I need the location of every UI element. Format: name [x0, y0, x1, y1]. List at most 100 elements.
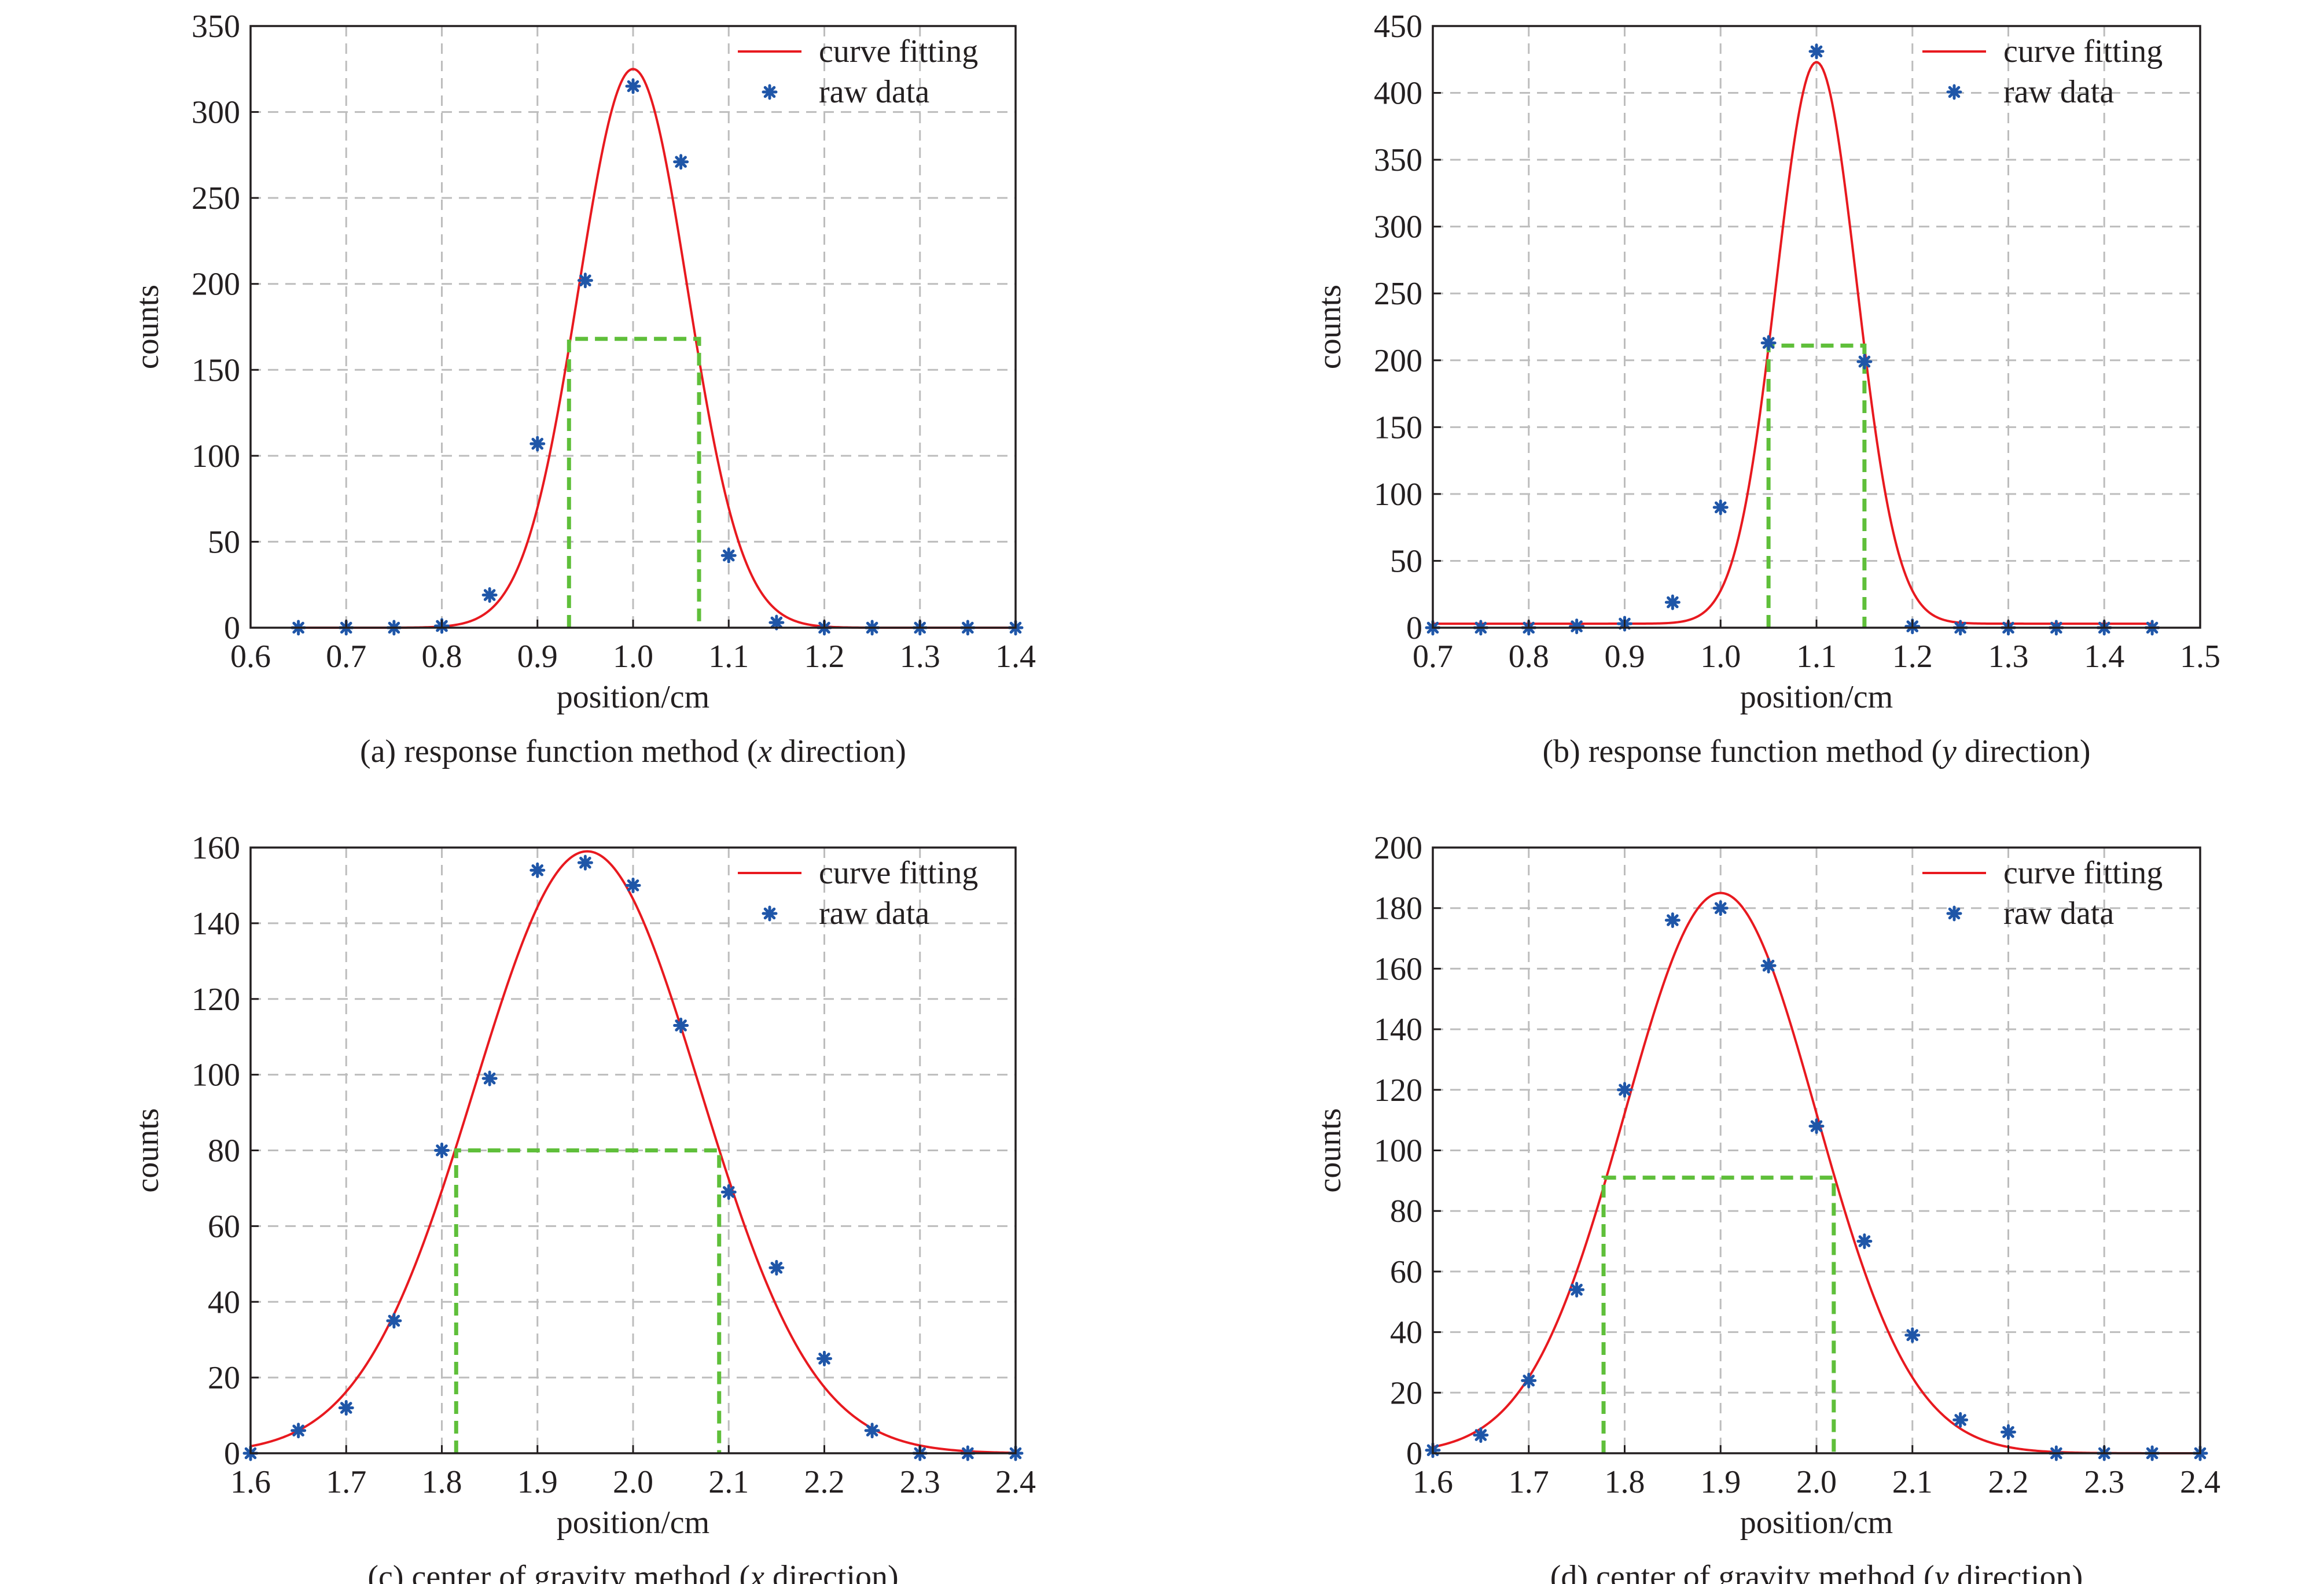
fit-curve [250, 850, 1016, 1454]
x-tick-label: 0.6 [230, 639, 271, 675]
caption-text: (c) center of gravity method ( [367, 1559, 750, 1584]
panel-caption: (c) center of gravity method (x directio… [367, 1559, 898, 1584]
y-tick-label: 20 [1390, 1375, 1422, 1411]
x-tick-label: 1.5 [2180, 639, 2220, 675]
raw-data-point [720, 1184, 737, 1200]
y-tick-label: 250 [192, 180, 240, 216]
y-tick-label: 250 [1374, 276, 1422, 312]
raw-data-point [1712, 499, 1729, 515]
y-tick-label: 200 [1374, 343, 1422, 379]
x-tick-label: 1.2 [1892, 639, 1933, 675]
legend-fit-label: curve fitting [819, 855, 978, 891]
y-tick-label: 160 [1374, 951, 1422, 987]
legend-fit-label: curve fitting [2003, 34, 2163, 69]
y-tick-label: 60 [208, 1209, 240, 1244]
x-tick-label: 2.2 [1988, 1464, 2029, 1500]
x-tick-label: 1.8 [1605, 1464, 1645, 1500]
x-tick-label: 2.1 [1892, 1464, 1933, 1500]
raw-data-point [1856, 1233, 1873, 1250]
y-tick-label: 40 [208, 1284, 240, 1320]
raw-data-point [1521, 1372, 1537, 1388]
y-tick-label: 450 [1374, 9, 1422, 45]
raw-data-point [290, 1423, 307, 1439]
caption-text-end: direction) [764, 1559, 899, 1584]
legend: curve fitting raw data [1922, 855, 2163, 931]
grid [1433, 26, 2200, 628]
raw-data-point [625, 78, 641, 94]
y-axis-label: counts [130, 1108, 166, 1192]
x-tick-label: 2.1 [708, 1464, 749, 1500]
raw-data-point [1664, 594, 1681, 610]
x-tick-label: 2.0 [613, 1464, 653, 1500]
y-tick-label: 200 [1374, 830, 1422, 866]
y-tick-label: 150 [192, 352, 240, 388]
y-tick-label: 40 [1390, 1315, 1422, 1351]
y-tick-label: 150 [1374, 410, 1422, 445]
legend-raw-label: raw data [819, 896, 929, 931]
fwhm-marker [567, 337, 701, 628]
y-tick-label: 200 [192, 267, 240, 303]
panel-caption: (b) response function method (y directio… [1542, 734, 2090, 769]
raw-data-point [386, 1313, 402, 1329]
y-tick-label: 140 [192, 906, 240, 942]
x-tick-label: 1.7 [326, 1464, 366, 1500]
legend-raw-label: raw data [2003, 896, 2114, 931]
raw-data-point [1856, 353, 1873, 370]
y-tick-label: 0 [1406, 1436, 1422, 1472]
x-tick-label: 1.3 [1988, 639, 2029, 675]
caption-text: (a) response function method ( [360, 734, 757, 769]
x-tick-label: 2.3 [2084, 1464, 2124, 1500]
raw-data-point [673, 154, 689, 170]
y-tick-label: 120 [1374, 1073, 1422, 1108]
y-tick-label: 350 [1374, 142, 1422, 178]
y-tick-label: 160 [192, 830, 240, 866]
x-tick-label: 2.4 [2180, 1464, 2220, 1500]
x-tick-label: 1.6 [1413, 1464, 1453, 1500]
x-tick-label: 0.7 [1413, 639, 1453, 675]
fit-curve [1433, 61, 2153, 625]
y-tick-label: 300 [1374, 209, 1422, 245]
caption-text-end: direction) [772, 734, 906, 769]
raw-data-point [529, 436, 546, 452]
x-tick-label: 1.7 [1509, 1464, 1549, 1500]
x-tick-label: 1.9 [1700, 1464, 1741, 1500]
y-tick-label: 50 [1390, 543, 1422, 579]
raw-data-point [1904, 1327, 1921, 1343]
raw-data-point [768, 1259, 785, 1276]
legend-fit-label: curve fitting [819, 34, 978, 69]
raw-data-point [338, 1399, 354, 1416]
fit-curve [298, 68, 1016, 629]
x-tick-label: 2.4 [995, 1464, 1036, 1500]
caption-variable: x [749, 1559, 764, 1584]
x-tick-label: 1.0 [613, 639, 653, 675]
x-tick-label: 0.9 [1605, 639, 1645, 675]
raw-data-point [1808, 43, 1825, 60]
legend: curve fitting raw data [738, 34, 978, 110]
raw-data-point [720, 547, 737, 563]
raw-data-point [864, 1423, 880, 1439]
fwhm-marker [1601, 1176, 1836, 1453]
y-tick-label: 400 [1374, 76, 1422, 112]
raw-data-point [1952, 1412, 1969, 1428]
x-axis-label: position/cm [1740, 679, 1893, 715]
x-tick-label: 2.2 [804, 1464, 845, 1500]
raw-data-point [481, 587, 498, 603]
x-axis-label: position/cm [557, 679, 709, 715]
caption-variable: y [1939, 734, 1957, 769]
x-tick-label: 1.6 [230, 1464, 271, 1500]
legend-raw-swatch [762, 84, 778, 100]
raw-data-point [817, 1350, 832, 1366]
x-tick-label: 2.0 [1796, 1464, 1837, 1500]
x-tick-label: 1.1 [1796, 639, 1837, 675]
caption-variable: x [757, 734, 772, 769]
x-tick-label: 1.8 [422, 1464, 462, 1500]
legend-raw-swatch [762, 905, 778, 922]
raw-data-point [577, 272, 593, 289]
caption-text-end: direction) [1949, 1559, 2083, 1584]
y-tick-label: 0 [224, 1436, 240, 1472]
raw-data-point [1664, 912, 1681, 929]
y-tick-label: 50 [208, 524, 240, 560]
raw-data-point [1808, 1118, 1825, 1134]
y-tick-label: 60 [1390, 1254, 1422, 1290]
x-tick-label: 0.8 [1509, 639, 1549, 675]
